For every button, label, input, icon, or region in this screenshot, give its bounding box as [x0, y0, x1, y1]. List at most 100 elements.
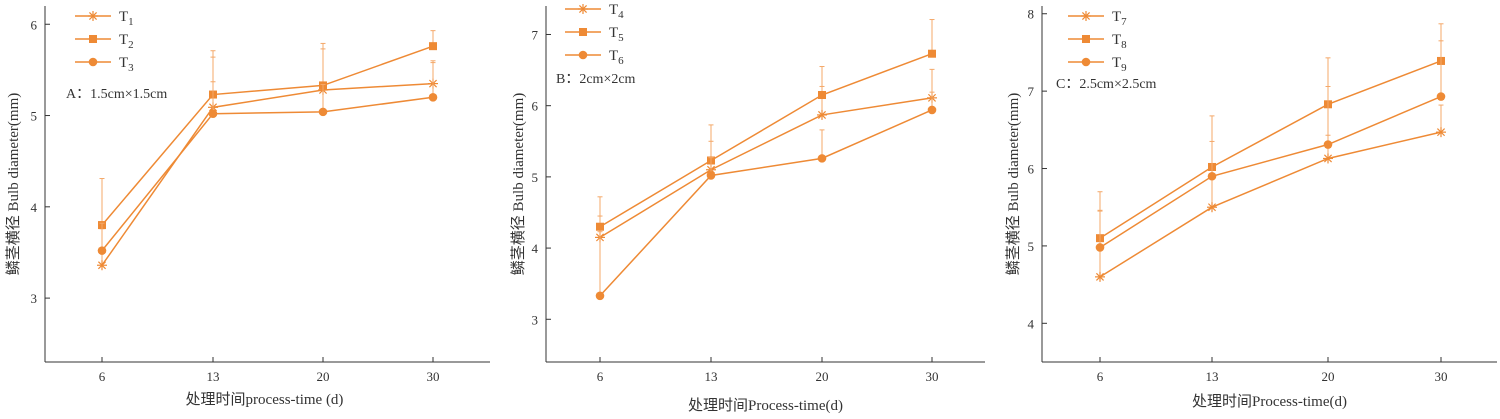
data-point — [1095, 243, 1105, 252]
data-point — [595, 291, 605, 301]
y-tick-label: 6 — [1028, 162, 1035, 177]
chart-panel-b: 3 4 5 6 7 6 13 20 30 处理时间Process-time(d) 鳞茎横径 Bulb… — [510, 2, 985, 414]
data-point — [706, 171, 716, 180]
x-tick-label: 13 — [1206, 369, 1219, 384]
data-point — [927, 105, 937, 115]
data-point — [318, 107, 328, 117]
legend-label: T8 — [1112, 32, 1127, 51]
y-tick-label: 4 — [1028, 316, 1035, 331]
data-point — [1323, 140, 1333, 149]
y-tick-label: 5 — [1028, 239, 1035, 254]
data-point — [596, 222, 604, 231]
x-tick-label: 6 — [597, 369, 604, 384]
legend-item: T2 — [75, 32, 134, 51]
series-T5 — [596, 19, 936, 231]
series-T3 — [97, 62, 438, 255]
x-axis-title: 处理时间Process-time(d) — [1192, 393, 1347, 410]
series-T4 — [595, 68, 937, 243]
data-point — [818, 91, 826, 99]
legend-item: T7 — [1068, 9, 1127, 28]
legend-marker — [579, 28, 587, 36]
y-tick-label: 5 — [532, 170, 539, 185]
data-point — [817, 154, 827, 163]
x-tick-label: 13 — [207, 369, 220, 384]
legend-marker — [1082, 35, 1090, 43]
legend-item: T4 — [565, 2, 624, 21]
y-tick-label: 4 — [31, 200, 38, 215]
series-line — [1099, 131, 1442, 278]
series-line — [101, 45, 434, 226]
x-tick-label: 6 — [1097, 369, 1104, 384]
panel-label: A：1.5cm×1.5cm — [66, 87, 167, 102]
x-tick-label: 30 — [926, 369, 939, 384]
legend-label: T6 — [609, 48, 624, 67]
series-line — [1099, 60, 1442, 239]
data-point — [1095, 271, 1105, 282]
data-point — [429, 42, 437, 51]
data-point — [1207, 202, 1217, 213]
legend-item: T5 — [565, 25, 624, 44]
legend-item: T9 — [1068, 55, 1127, 74]
data-point — [1436, 127, 1446, 138]
data-point — [208, 109, 218, 119]
series-line — [599, 109, 933, 297]
data-point — [817, 109, 827, 120]
y-tick-label: 7 — [1028, 84, 1035, 99]
legend: T1 T2 T3 — [75, 9, 134, 74]
y-tick-label: 4 — [532, 241, 539, 256]
series-line — [599, 53, 933, 228]
legend-marker — [578, 4, 588, 14]
legend-label: T9 — [1112, 55, 1127, 74]
legend-label: T5 — [609, 25, 624, 44]
legend-item: T1 — [75, 9, 134, 28]
panel-label: C：2.5cm×2.5cm — [1056, 77, 1157, 92]
x-tick-label: 20 — [1322, 369, 1335, 384]
legend-marker — [88, 57, 98, 67]
series-T8 — [1096, 23, 1445, 243]
y-tick-label: 5 — [31, 109, 38, 124]
x-tick-label: 20 — [317, 369, 330, 384]
y-tick-label: 8 — [1028, 7, 1035, 22]
y-tick-label: 6 — [31, 17, 38, 32]
series-line — [599, 97, 933, 239]
series-line — [101, 96, 434, 252]
legend-label: T3 — [119, 55, 134, 74]
legend: T4 T5 T6 — [565, 2, 624, 67]
data-point — [1323, 153, 1333, 164]
y-tick-label: 3 — [31, 291, 38, 306]
y-axis-title: 鳞茎横径 Bulb diameter(mm) — [5, 93, 22, 275]
x-axis-title: 处理时间process-time (d) — [186, 391, 344, 408]
series-T7 — [1095, 104, 1446, 282]
legend-item: T8 — [1068, 32, 1127, 51]
legend-label: T2 — [119, 32, 134, 51]
data-point — [928, 49, 936, 58]
series-T6 — [595, 91, 937, 301]
y-tick-label: 6 — [532, 99, 539, 114]
x-tick-label: 30 — [427, 369, 440, 384]
chart-panel-c: 4 5 6 7 8 6 13 20 30 处理时间Process-time(d) 鳞茎横径 Bulb… — [1005, 6, 1497, 410]
data-point — [1207, 171, 1217, 181]
y-tick-label: 7 — [532, 27, 539, 42]
series-T9 — [1095, 40, 1446, 252]
data-point — [97, 246, 107, 255]
legend-marker — [89, 35, 97, 43]
legend-marker — [578, 50, 588, 60]
series-T1 — [97, 48, 438, 271]
legend-label: T1 — [119, 9, 134, 28]
chart-panel-a: 3 4 5 6 6 13 20 30 处理时间process-time (d) 鳞茎横径 Bulb… — [5, 6, 490, 408]
y-axis-title: 鳞茎横径 Bulb diameter(mm) — [510, 93, 527, 275]
legend: T7 T8 T9 — [1068, 9, 1127, 74]
data-point — [428, 92, 438, 102]
legend-marker — [1081, 57, 1091, 67]
legend-label: T7 — [1112, 9, 1127, 28]
x-axis-title: 处理时间Process-time(d) — [688, 397, 843, 414]
legend-marker — [1081, 11, 1091, 21]
x-tick-label: 30 — [1435, 369, 1448, 384]
legend-marker — [88, 11, 98, 21]
panel-label: B：2cm×2cm — [556, 72, 636, 87]
data-point — [1436, 92, 1446, 101]
data-point — [97, 260, 107, 271]
y-axis-title: 鳞茎横径 Bulb diameter(mm) — [1005, 93, 1022, 275]
y-tick-label: 3 — [532, 312, 539, 327]
